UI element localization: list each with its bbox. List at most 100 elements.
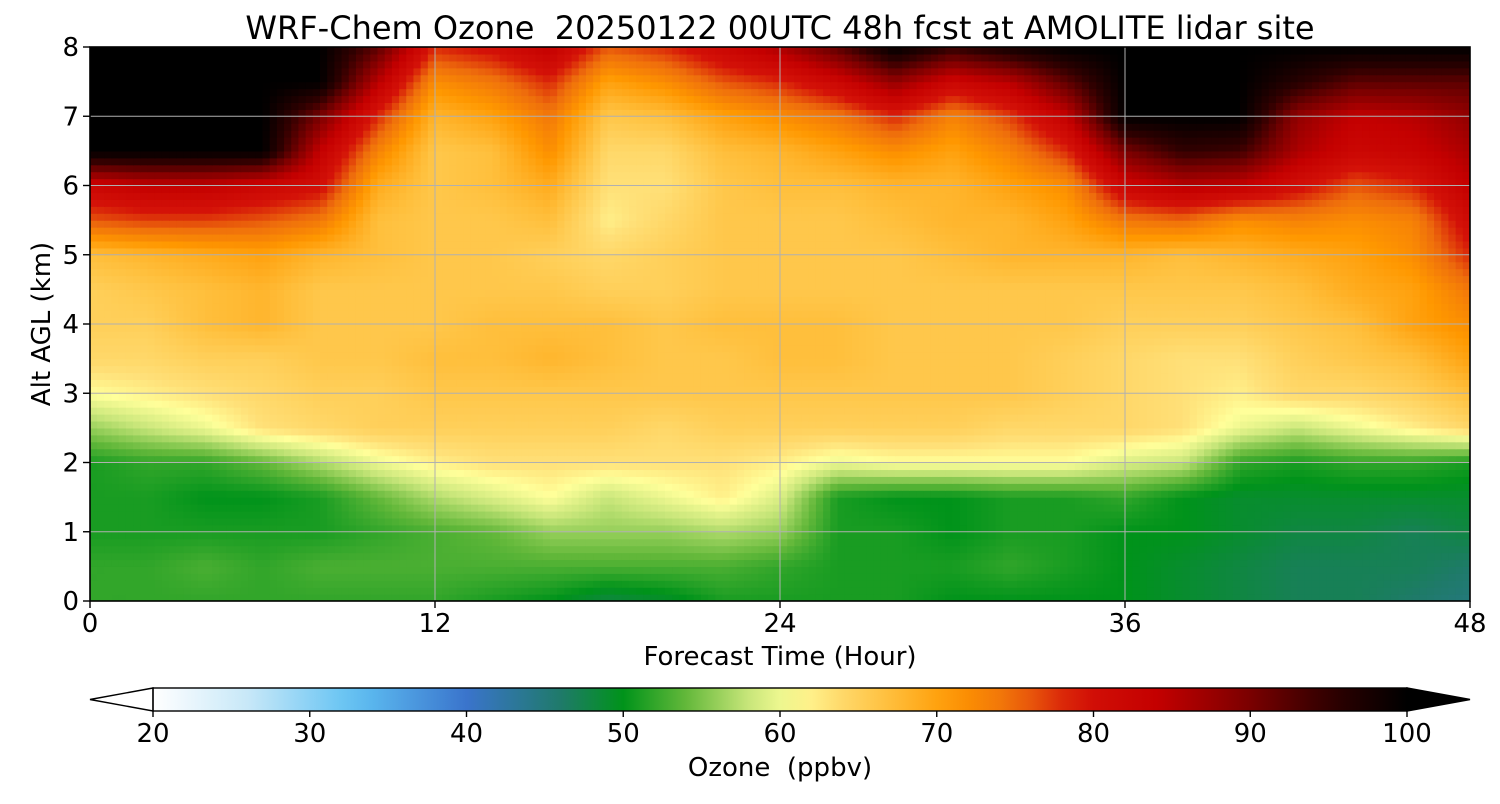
heat-cell [657,441,666,450]
heat-cell [1024,594,1033,601]
heat-cell [255,469,264,477]
heat-cell [1304,559,1313,567]
heat-cell [140,559,149,567]
heat-cell [1434,490,1442,498]
heat-cell [240,455,249,464]
heat-cell [1175,538,1184,547]
heat-cell [1275,462,1284,471]
heat-cell [909,587,918,595]
heat-cell [97,455,105,464]
heat-cell [219,545,228,554]
heat-cell [90,538,98,547]
heat-cell [909,434,918,443]
heat-cell [111,455,120,464]
heat-cell [1448,524,1457,533]
heat-cell [995,594,1004,601]
heat-cell [463,517,472,526]
heat-cell [363,531,371,540]
heat-cell [866,420,875,429]
heat-cell [1225,594,1234,601]
heat-cell [1031,504,1040,512]
heat-cell [736,420,745,429]
heat-cell [1053,490,1061,498]
heat-cell [183,552,192,561]
heat-cell [557,545,565,554]
heat-cell [1146,517,1155,526]
heat-cell [808,483,817,491]
heat-cell [104,497,113,505]
heat-cell [312,517,321,526]
heat-cell [744,420,752,429]
heat-cell [298,552,307,561]
heat-cell [607,517,616,526]
heat-cell [1405,587,1414,595]
heat-cell [708,552,716,561]
heat-cell [1081,497,1090,505]
heat-cell [197,517,206,526]
heat-cell [1189,427,1198,436]
heat-cell [1297,483,1306,491]
heat-cell [672,524,680,533]
heat-cell [708,517,716,526]
heat-cell [1405,504,1414,512]
heat-cell [248,490,256,498]
heat-cell [772,580,781,588]
heat-cell [1038,524,1047,533]
heat-cell [679,538,688,547]
heat-cell [1081,448,1090,457]
heat-cell [1355,531,1363,540]
heat-cell [823,552,831,561]
heat-cell [499,497,508,505]
heat-cell [851,538,860,547]
heat-cell [895,545,903,554]
heat-cell [880,476,889,484]
heat-cell [643,573,652,581]
heat-cell [212,455,220,464]
heat-cell [125,427,134,436]
heat-cell [801,434,810,443]
heat-cell [578,483,587,491]
heat-cell [1304,469,1313,477]
heat-cell [219,594,228,601]
heat-cell [794,490,803,498]
heat-cell [765,483,774,491]
heat-cell [442,580,450,588]
heat-cell [708,476,716,484]
heat-cell [930,420,939,429]
heat-cell [1333,559,1342,567]
heat-cell [866,469,875,477]
heat-cell [449,587,458,595]
heat-cell [959,483,968,491]
heat-cell [1340,448,1349,457]
heat-cell [1196,462,1205,471]
heat-cell [1455,573,1464,581]
heat-cell [1110,545,1119,554]
heat-cell [1211,497,1220,505]
heat-cell [377,455,386,464]
heat-cell [176,594,185,601]
heat-cell [205,476,213,484]
heat-cell [478,517,486,526]
heat-cell [614,587,623,595]
heat-cell [154,594,163,601]
heat-cell [320,545,328,554]
heat-cell [1081,580,1090,588]
heat-cell [1383,524,1392,533]
heat-cell [1275,580,1284,588]
heat-cell [284,448,292,457]
heat-cell [657,483,666,491]
heat-cell [147,462,156,471]
heat-cell [262,420,271,429]
heat-cell [679,545,688,554]
heat-cell [470,455,479,464]
heat-cell [1304,580,1313,588]
heat-cell [787,441,795,450]
heat-cell [104,510,113,519]
heat-cell [1261,587,1270,595]
heat-cell [672,580,680,588]
heat-cell [571,510,580,519]
heat-cell [190,434,199,443]
heat-cell [478,531,486,540]
heat-cell [1412,566,1421,574]
heat-cell [657,462,666,471]
